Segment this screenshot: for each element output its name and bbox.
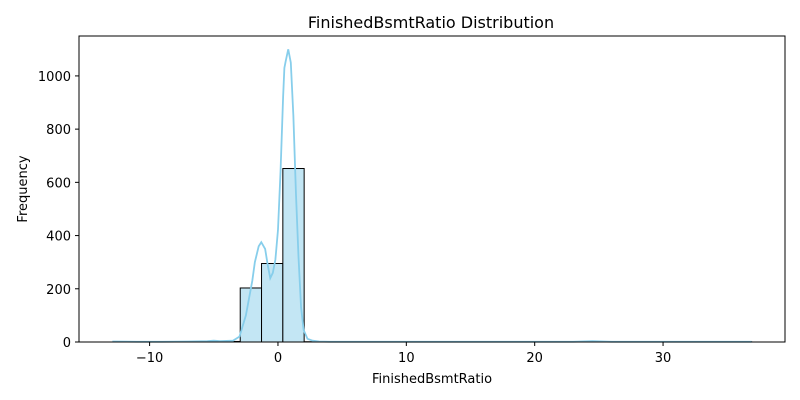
y-tick-label-1: 200 — [46, 283, 71, 298]
x-tick-label-3: 20 — [526, 351, 543, 366]
histogram-bar-8 — [282, 168, 305, 343]
y-tick-label-0: 0 — [63, 336, 71, 351]
x-axis-label: FinishedBsmtRatio — [372, 372, 492, 387]
plot-border — [78, 35, 786, 343]
y-tick-label-5: 1000 — [38, 70, 71, 85]
x-tick-label-2: 10 — [398, 351, 415, 366]
x-tick-label-0: −10 — [136, 351, 163, 366]
plot-area — [79, 36, 785, 342]
x-axis-ticks: −10 0 10 20 30 — [136, 342, 671, 366]
chart-title: FinishedBsmtRatio Distribution — [308, 13, 554, 32]
x-tick-label-4: 30 — [655, 351, 672, 366]
x-tick-label-1: 0 — [274, 351, 282, 366]
y-axis-ticks: 0 200 400 600 800 1000 — [38, 70, 79, 351]
y-tick-label-2: 400 — [46, 230, 71, 245]
y-tick-label-4: 800 — [46, 123, 71, 138]
y-axis-label: Frequency — [16, 155, 31, 222]
y-tick-label-3: 600 — [46, 176, 71, 191]
histogram-bar-6 — [239, 287, 263, 343]
